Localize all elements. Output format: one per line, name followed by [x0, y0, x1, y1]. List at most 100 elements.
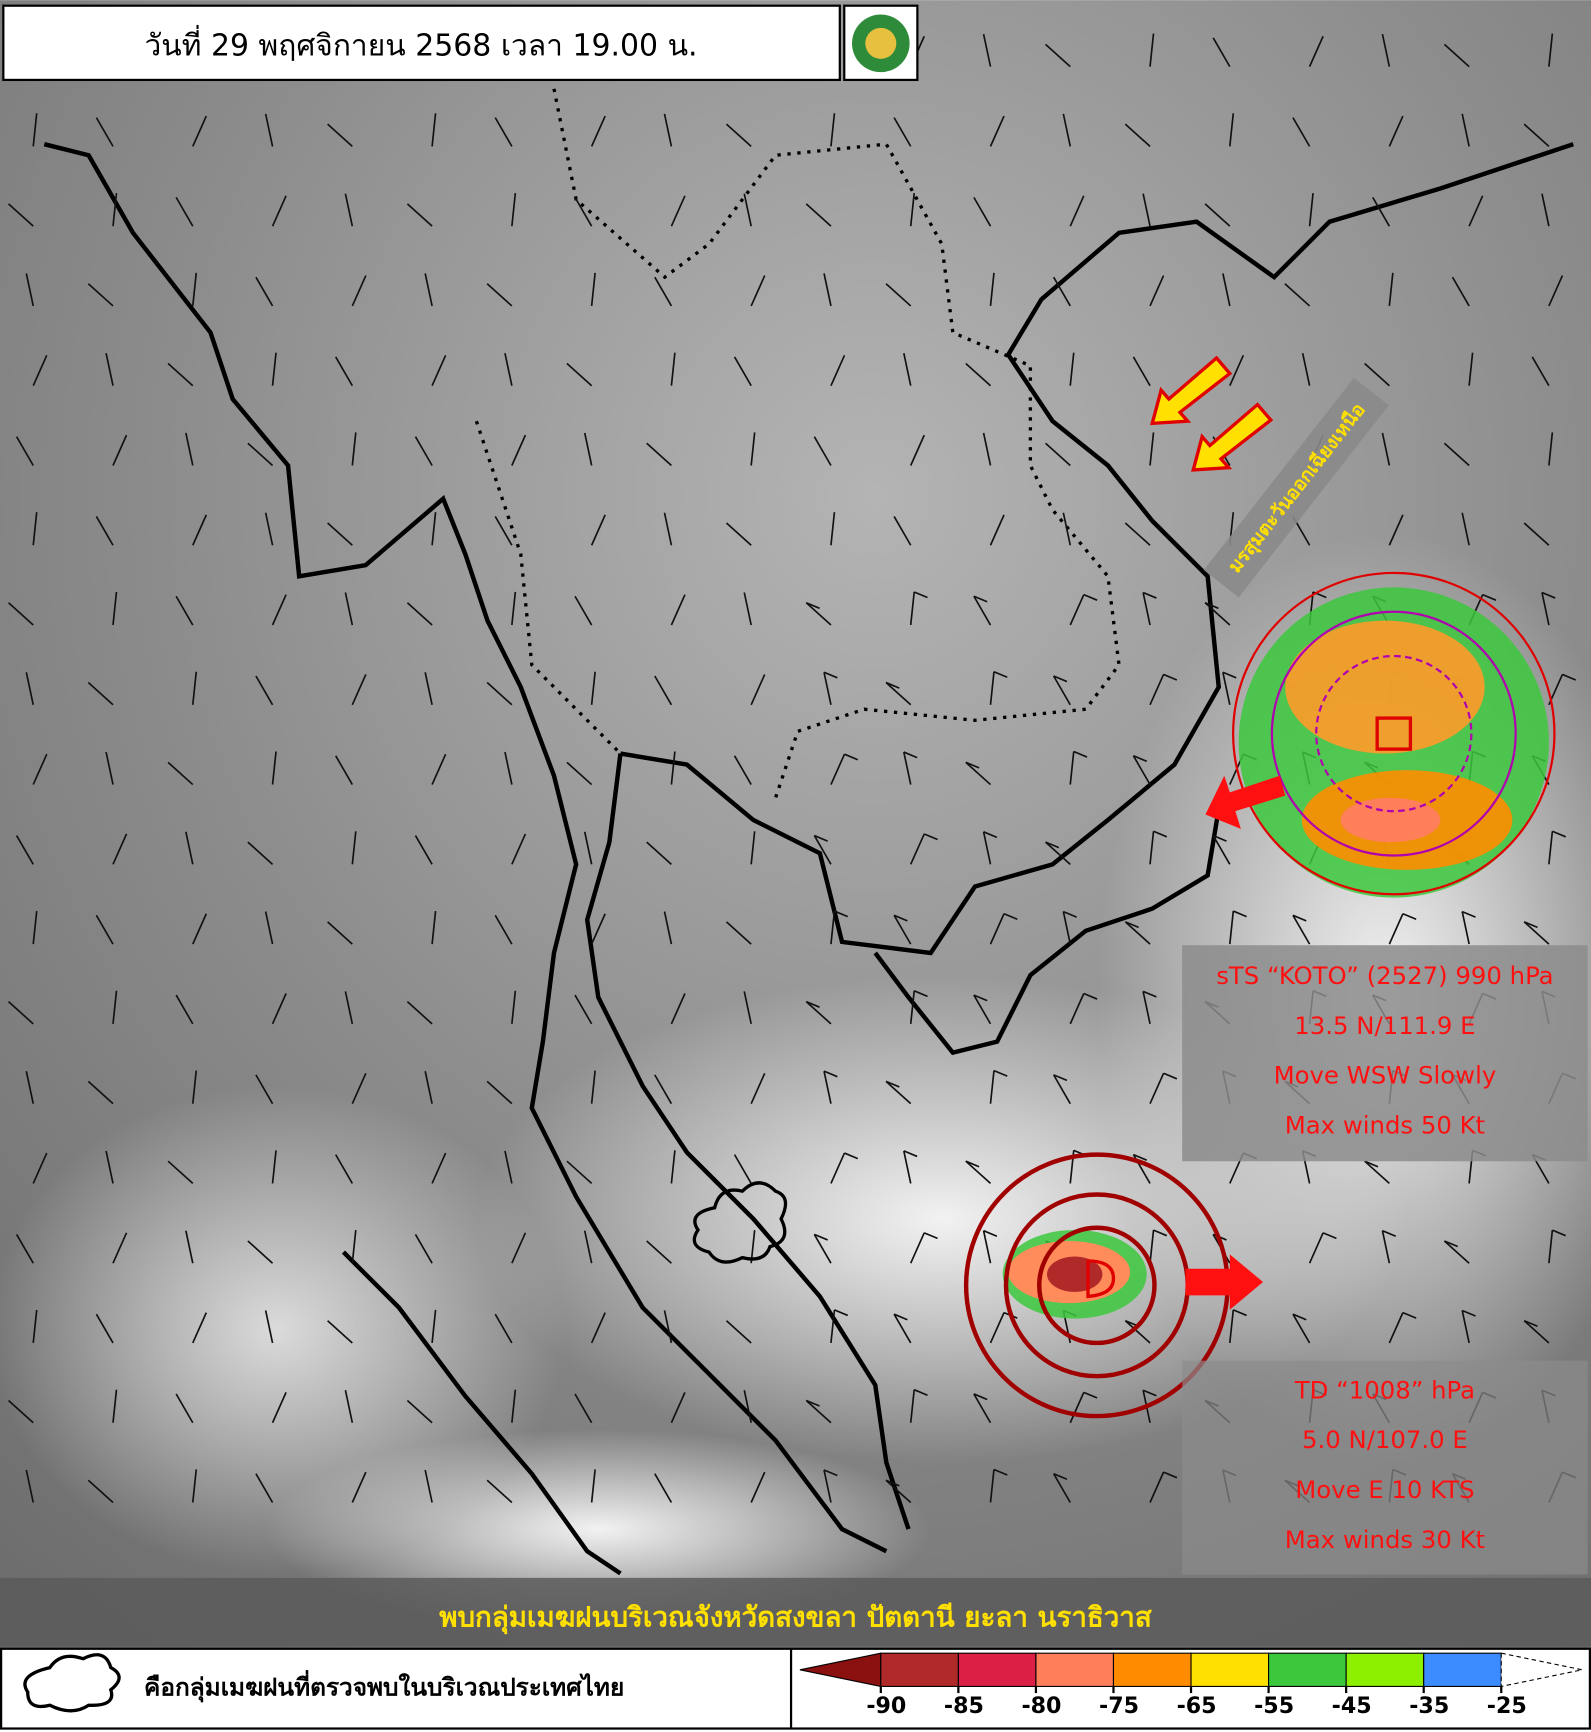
wind-barb [494, 914, 513, 945]
wind-barb [903, 1150, 912, 1184]
wind-barb [1045, 442, 1071, 467]
wind-barb [1222, 672, 1231, 705]
wind-barb [823, 1469, 832, 1503]
wind-barb [590, 272, 596, 307]
wind-barb [32, 512, 38, 546]
colorbar-tick-label: -55 [1254, 1693, 1294, 1719]
wind-barb [823, 671, 838, 679]
wind-barb [87, 1479, 114, 1504]
wind-barb [1548, 33, 1554, 67]
wind-barb [95, 516, 114, 546]
wind-barb [893, 117, 912, 147]
wind-barb [191, 1469, 198, 1503]
colorbar-tick-label: -80 [1021, 1693, 1061, 1719]
wind-barb [327, 1320, 353, 1344]
wind-barb [830, 355, 846, 387]
wind-barb [1142, 991, 1151, 1025]
wind-barb [1052, 276, 1071, 307]
wind-barb [351, 1230, 357, 1264]
wind-barb [1149, 432, 1155, 466]
wind-barb [814, 834, 828, 842]
wind-barb [1388, 913, 1404, 945]
storm-info-box [1182, 1360, 1588, 1575]
wind-barb [830, 753, 846, 785]
wind-barb [989, 514, 1005, 546]
wind-barb [844, 1152, 859, 1160]
wind-barb [654, 276, 673, 307]
legend-text: คือกลุ่มเมฆฝนที่ตรวจพบในบริเวณประเทศไทย [144, 1669, 624, 1703]
wind-barb [654, 675, 673, 706]
wind-barb [192, 913, 208, 945]
wind-barb [583, 831, 593, 865]
wind-barb [1124, 123, 1151, 148]
wind-barb [885, 1479, 900, 1487]
wind-barb [903, 353, 912, 386]
wind-barb [993, 670, 1008, 679]
banner-text: พบกลุ่มเมฆฝนบริเวณจังหวัดสงขลา ปัตตานี ย… [439, 1601, 1152, 1635]
wind-barb [993, 1468, 1008, 1476]
wind-barb [1322, 1232, 1337, 1240]
wind-barb [1541, 592, 1550, 626]
colorbar-tick-label: -35 [1409, 1693, 1449, 1719]
storm-info-line: Max winds 30 Kt [1285, 1525, 1485, 1554]
wind-barb [982, 831, 992, 865]
wind-barb [431, 355, 447, 387]
wind-barb [511, 990, 517, 1024]
wind-barb [982, 33, 992, 67]
wind-barb [271, 195, 287, 227]
wind-barb [923, 833, 938, 841]
wind-barb [590, 1469, 596, 1503]
wind-barb [1229, 355, 1245, 387]
wind-barb [750, 275, 766, 307]
wind-barb [834, 1309, 849, 1317]
wind-barb [574, 196, 593, 227]
wind-barb [271, 1392, 287, 1424]
wind-barb [1228, 1309, 1235, 1344]
wind-barb [25, 273, 35, 307]
wind-barb [7, 203, 34, 227]
wind-barb [504, 751, 513, 785]
wind-barb [255, 276, 274, 307]
banner-box [0, 1577, 1591, 1647]
wind-barb [1402, 912, 1417, 921]
wind-barb [965, 761, 992, 786]
wind-barb [893, 516, 912, 546]
wind-barb [909, 193, 916, 227]
wind-barb [1232, 1309, 1247, 1317]
storm-td [963, 1152, 1264, 1419]
wind-barb [1149, 1471, 1165, 1503]
wind-barb [1142, 193, 1151, 227]
wind-barb [670, 1150, 676, 1184]
wind-barb [1204, 602, 1219, 610]
wind-barb [1443, 43, 1470, 68]
wind-barb [973, 196, 992, 227]
wind-barb [95, 117, 114, 147]
header-box [2, 4, 841, 82]
wind-barb [1069, 751, 1075, 785]
wind-barb [823, 1469, 838, 1477]
wind-barb [982, 1230, 992, 1264]
wind-barb [1381, 432, 1391, 466]
wind-barb [1552, 1229, 1566, 1237]
wind-barb [965, 362, 992, 387]
wind-barb [1053, 675, 1068, 683]
header-title: วันที่ 29 พฤศจิกายน 2568 เวลา 19.00 น. [144, 25, 697, 64]
wind-barb [185, 1230, 194, 1264]
wind-barb [823, 672, 832, 705]
wind-barb [32, 753, 48, 785]
wind-barb [431, 753, 447, 785]
storm-koto [1205, 571, 1556, 898]
wind-barb [1212, 835, 1231, 865]
wind-barb [1083, 992, 1098, 1000]
wind-barb [805, 602, 820, 610]
colorbar-segment [1035, 1652, 1115, 1687]
storm-info-line: Max winds 50 Kt [1285, 1111, 1485, 1140]
wind-barb [1149, 275, 1165, 307]
wind-barb [725, 1320, 752, 1344]
storm-info-line: 5.0 N/107.0 E [1302, 1425, 1468, 1454]
wind-barb [646, 442, 672, 467]
wind-barb [583, 432, 593, 466]
wind-barb [750, 432, 756, 466]
wind-barb [574, 994, 593, 1025]
